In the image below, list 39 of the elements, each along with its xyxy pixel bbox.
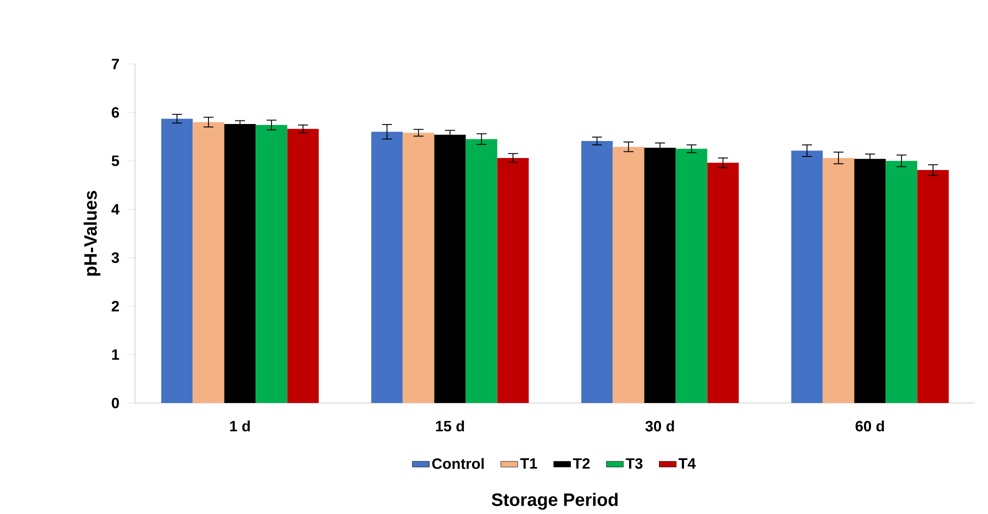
bar [581, 141, 613, 403]
y-tick-label: 0 [112, 398, 119, 408]
bar [192, 122, 224, 403]
x-tick-label: 15 d [436, 420, 464, 432]
bar [917, 170, 949, 403]
y-tick-label: 5 [112, 156, 120, 166]
bar [256, 125, 288, 403]
bar [791, 150, 823, 403]
y-tick-label: 4 [111, 204, 120, 214]
legend-label: T3 [626, 458, 642, 469]
bar [287, 128, 319, 403]
x-tick-label: 30 d [645, 420, 674, 432]
x-tick-label: 1 d [230, 420, 250, 432]
legend-label: T4 [678, 458, 696, 469]
bar [854, 158, 886, 403]
bar [466, 139, 498, 403]
legend-label: Control [432, 458, 484, 469]
bar [707, 162, 739, 403]
bar [886, 160, 918, 403]
bar [161, 118, 193, 403]
y-tick-label: 1 [112, 349, 120, 360]
y-tick-label: 3 [112, 252, 119, 264]
bar [676, 148, 708, 403]
bar [612, 146, 644, 403]
y-tick-label: 6 [112, 107, 119, 118]
bar [497, 158, 529, 403]
bar [434, 134, 466, 403]
x-axis-title: Storage Period [492, 492, 618, 510]
bar [371, 132, 403, 403]
bar [822, 158, 854, 403]
y-tick-label: 2 [112, 300, 119, 312]
bar [402, 132, 434, 403]
legend-label: T2 [573, 458, 590, 469]
bar [644, 148, 676, 403]
y-axis-title: pH-Values [84, 190, 100, 276]
y-tick-label: 7 [112, 58, 119, 70]
bar [224, 124, 256, 403]
legend-label: T1 [520, 458, 538, 469]
x-tick-label: 60 d [856, 420, 884, 432]
